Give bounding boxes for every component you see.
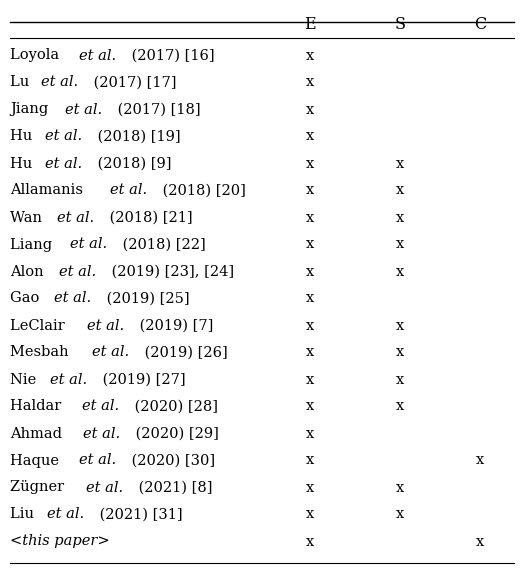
Text: (2020) [28]: (2020) [28] xyxy=(130,399,218,413)
Text: et al.: et al. xyxy=(83,426,120,440)
Text: Zügner: Zügner xyxy=(10,481,69,495)
Text: et al.: et al. xyxy=(79,454,116,468)
Text: (2017) [18]: (2017) [18] xyxy=(113,103,201,116)
Text: et al.: et al. xyxy=(59,265,96,279)
Text: Hu: Hu xyxy=(10,130,37,144)
Text: x: x xyxy=(396,318,404,332)
Text: x: x xyxy=(306,183,314,197)
Text: x: x xyxy=(396,481,404,495)
Text: Ahmad: Ahmad xyxy=(10,426,67,440)
Text: (2018) [20]: (2018) [20] xyxy=(158,183,246,197)
Text: x: x xyxy=(396,265,404,279)
Text: (2020) [29]: (2020) [29] xyxy=(131,426,219,440)
Text: Nie: Nie xyxy=(10,373,41,387)
Text: x: x xyxy=(396,183,404,197)
Text: et al.: et al. xyxy=(41,75,78,89)
Text: <this paper>: <this paper> xyxy=(10,534,110,548)
Text: x: x xyxy=(306,103,314,116)
Text: et al.: et al. xyxy=(110,183,147,197)
Text: x: x xyxy=(306,346,314,360)
Text: et al.: et al. xyxy=(70,238,107,252)
Text: x: x xyxy=(306,426,314,440)
Text: x: x xyxy=(306,507,314,522)
Text: x: x xyxy=(306,130,314,144)
Text: x: x xyxy=(396,238,404,252)
Text: (2020) [30]: (2020) [30] xyxy=(127,454,215,468)
Text: (2018) [22]: (2018) [22] xyxy=(118,238,206,252)
Text: et al.: et al. xyxy=(45,157,82,171)
Text: Wan: Wan xyxy=(10,210,47,224)
Text: (2017) [17]: (2017) [17] xyxy=(89,75,176,89)
Text: x: x xyxy=(396,346,404,360)
Text: et al.: et al. xyxy=(45,130,82,144)
Text: x: x xyxy=(396,373,404,387)
Text: Hu: Hu xyxy=(10,157,37,171)
Text: et al.: et al. xyxy=(79,48,116,62)
Text: x: x xyxy=(396,507,404,522)
Text: Mesbah: Mesbah xyxy=(10,346,73,360)
Text: et al.: et al. xyxy=(66,103,103,116)
Text: x: x xyxy=(476,534,484,548)
Text: x: x xyxy=(306,265,314,279)
Text: (2018) [19]: (2018) [19] xyxy=(93,130,180,144)
Text: C: C xyxy=(474,16,486,33)
Text: x: x xyxy=(476,454,484,468)
Text: (2021) [31]: (2021) [31] xyxy=(95,507,182,522)
Text: (2019) [23], [24]: (2019) [23], [24] xyxy=(107,265,234,279)
Text: x: x xyxy=(306,454,314,468)
Text: Gao: Gao xyxy=(10,291,44,305)
Text: Allamanis: Allamanis xyxy=(10,183,88,197)
Text: Liu: Liu xyxy=(10,507,39,522)
Text: (2019) [25]: (2019) [25] xyxy=(102,291,189,305)
Text: LeClair: LeClair xyxy=(10,318,69,332)
Text: x: x xyxy=(396,210,404,224)
Text: (2018) [21]: (2018) [21] xyxy=(105,210,193,224)
Text: et al.: et al. xyxy=(50,373,87,387)
Text: x: x xyxy=(306,48,314,62)
Text: et al.: et al. xyxy=(57,210,94,224)
Text: x: x xyxy=(306,481,314,495)
Text: Haque: Haque xyxy=(10,454,63,468)
Text: Lu: Lu xyxy=(10,75,34,89)
Text: (2019) [27]: (2019) [27] xyxy=(98,373,185,387)
Text: x: x xyxy=(306,318,314,332)
Text: et al.: et al. xyxy=(47,507,84,522)
Text: (2017) [16]: (2017) [16] xyxy=(127,48,215,62)
Text: (2021) [8]: (2021) [8] xyxy=(134,481,212,495)
Text: Liang: Liang xyxy=(10,238,57,252)
Text: et al.: et al. xyxy=(86,318,124,332)
Text: Haldar: Haldar xyxy=(10,399,66,413)
Text: Loyola: Loyola xyxy=(10,48,64,62)
Text: x: x xyxy=(306,291,314,305)
Text: x: x xyxy=(306,534,314,548)
Text: et al.: et al. xyxy=(86,481,123,495)
Text: Jiang: Jiang xyxy=(10,103,53,116)
Text: x: x xyxy=(306,75,314,89)
Text: (2019) [26]: (2019) [26] xyxy=(139,346,227,360)
Text: et al.: et al. xyxy=(82,399,119,413)
Text: (2018) [9]: (2018) [9] xyxy=(93,157,171,171)
Text: x: x xyxy=(396,399,404,413)
Text: x: x xyxy=(306,373,314,387)
Text: E: E xyxy=(304,16,316,33)
Text: x: x xyxy=(306,210,314,224)
Text: x: x xyxy=(306,157,314,171)
Text: (2019) [7]: (2019) [7] xyxy=(135,318,213,332)
Text: x: x xyxy=(306,399,314,413)
Text: et al.: et al. xyxy=(54,291,91,305)
Text: et al.: et al. xyxy=(92,346,129,360)
Text: x: x xyxy=(396,157,404,171)
Text: S: S xyxy=(395,16,406,33)
Text: Alon: Alon xyxy=(10,265,48,279)
Text: x: x xyxy=(306,238,314,252)
